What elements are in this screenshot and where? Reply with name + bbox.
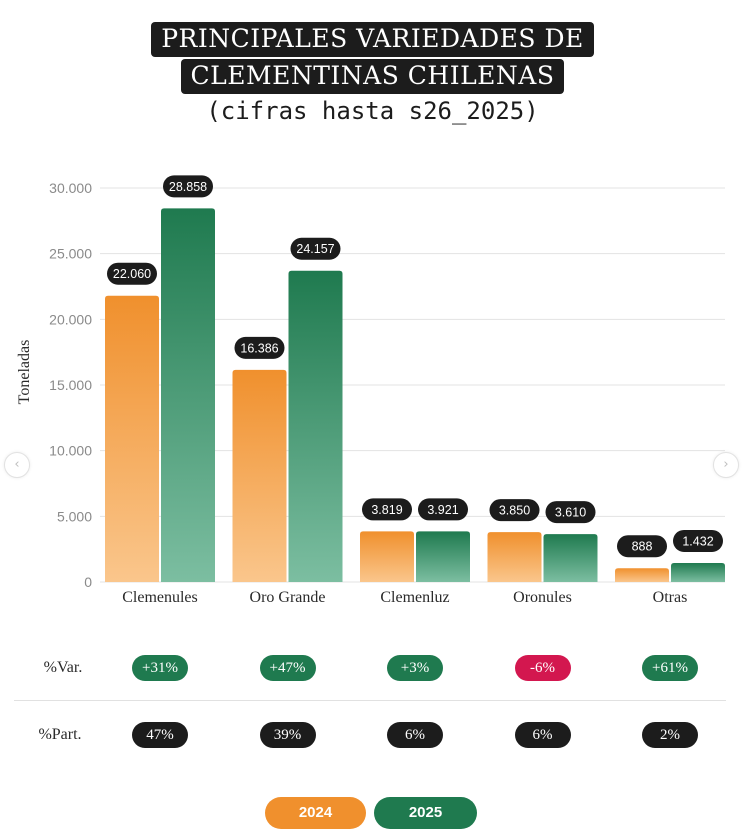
data-label-2025: 28.858 (163, 175, 213, 198)
data-label-text: 24.157 (296, 242, 334, 256)
data-label-2024: 3.850 (489, 499, 540, 522)
data-label-text: 28.858 (169, 180, 207, 194)
bar-2025 (416, 531, 470, 582)
legend-item-2025: 2025 (374, 797, 477, 829)
data-label-bg (617, 535, 667, 558)
bar-chart: 0 5.000 10.000 15.000 20.000 25.000 30.000 22.… (16, 175, 725, 606)
table-divider (14, 700, 726, 701)
bar-2025 (288, 270, 343, 582)
x-tick-label: Oronules (513, 589, 572, 606)
data-label-bg (489, 499, 540, 522)
data-label-2024: 16.386 (234, 336, 285, 359)
x-tick-label: Otras (653, 589, 688, 606)
data-label-2025: 24.157 (290, 237, 341, 260)
y-axis-label: Toneladas (16, 340, 33, 405)
legend-item-2024: 2024 (265, 797, 366, 829)
y-tick-label: 25.000 (49, 246, 92, 262)
chart-title-line-1: PRINCIPALES VARIEDADES DE (151, 22, 594, 57)
y-tick-label: 10.000 (49, 443, 92, 459)
data-label-text: 3.850 (499, 504, 530, 518)
bar-2024 (487, 532, 542, 582)
data-label-text: 888 (632, 540, 653, 554)
data-label-bg (163, 175, 213, 198)
data-label-text: 3.610 (555, 506, 586, 520)
data-label-text: 3.921 (427, 503, 458, 517)
data-label-2025: 3.921 (418, 498, 468, 521)
data-label-text: 22.060 (113, 267, 151, 281)
data-label-2024: 3.819 (362, 498, 412, 521)
data-label-text: 16.386 (240, 341, 278, 355)
y-tick-label: 5.000 (57, 508, 92, 524)
chevron-right-icon[interactable]: › (713, 452, 739, 478)
data-label-text: 1.432 (682, 534, 713, 548)
data-label-bg (545, 501, 596, 524)
data-label-bg (107, 262, 157, 285)
data-label-bg (234, 336, 285, 359)
part-badge: 2% (642, 722, 698, 748)
part-badge: 6% (514, 722, 571, 748)
chart-subtitle: (cifras hasta s26_2025) (206, 97, 539, 125)
data-label-bg (362, 498, 412, 521)
data-label-bg (673, 529, 723, 552)
y-tick-label: 15.000 (49, 377, 92, 393)
data-label-2025: 3.610 (545, 501, 596, 524)
chart-title-line-2: CLEMENTINAS CHILENAS (180, 59, 565, 94)
part-badge: 47% (132, 722, 188, 748)
x-tick-label: Clemenluz (380, 589, 449, 606)
data-label-bg (418, 498, 468, 521)
y-tick-label: 20.000 (49, 311, 92, 327)
var-badge: +3% (387, 655, 443, 681)
part-row-label: %Part. (38, 726, 82, 743)
data-label-2024: 22.060 (107, 262, 157, 285)
var-badge: -6% (514, 655, 571, 681)
var-badge: +47% (259, 655, 316, 681)
bar-2024 (615, 568, 669, 582)
bar-2025 (671, 562, 725, 582)
data-label-text: 3.819 (371, 503, 402, 517)
bar-2025 (543, 534, 598, 582)
bar-2024 (232, 369, 287, 582)
chart-title-block: PRINCIPALES VARIEDADES DE CLEMENTINAS CH… (0, 22, 745, 126)
part-badge: 6% (387, 722, 443, 748)
var-row-label: %Var. (43, 659, 83, 676)
chevron-left-icon[interactable]: ‹ (4, 452, 30, 478)
y-tick-label: 0 (84, 574, 92, 590)
x-tick-label: Oro Grande (250, 589, 326, 606)
data-label-2025: 1.432 (673, 529, 723, 552)
data-label-bg (290, 237, 341, 260)
bar-2024 (105, 295, 159, 582)
x-tick-label: Clemenules (122, 589, 198, 606)
y-tick-label: 30.000 (49, 180, 92, 196)
bar-2025 (161, 208, 215, 582)
var-badge: +31% (132, 655, 188, 681)
data-label-2024: 888 (617, 535, 667, 558)
bar-2024 (360, 531, 414, 582)
var-badge: +61% (642, 655, 698, 681)
part-badge: 39% (259, 722, 316, 748)
